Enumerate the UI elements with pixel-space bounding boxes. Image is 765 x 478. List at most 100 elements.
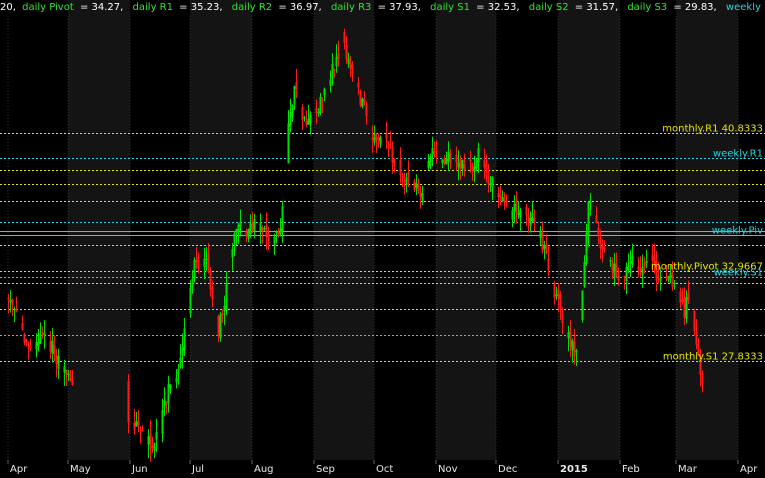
candle-body: [139, 430, 142, 432]
candle-body: [505, 201, 508, 206]
candle-body: [167, 383, 170, 403]
candle-body: [463, 164, 466, 171]
legend-daily-r1: daily R1 = 35.23,: [132, 2, 223, 13]
candle-body: [265, 225, 268, 238]
candle-body: [359, 90, 362, 106]
candle-body: [637, 266, 640, 271]
candle-body: [151, 446, 154, 448]
pivot-level-label: monthly.R1 40.8333: [662, 124, 763, 135]
candle-body: [515, 199, 518, 213]
candle-body: [419, 191, 422, 197]
x-tick-label: Apr: [740, 464, 758, 475]
candle-body: [673, 282, 676, 284]
x-tick-label: Apr: [10, 464, 28, 475]
candle-body: [27, 345, 30, 347]
month-band: [436, 0, 496, 460]
candle-body: [67, 373, 70, 375]
candle-body: [683, 297, 686, 318]
candle-body: [431, 148, 434, 156]
candle-body: [401, 174, 404, 179]
candle-body: [597, 228, 600, 237]
candle-body: [221, 312, 224, 316]
candle-body: [555, 294, 558, 296]
month-band: [314, 0, 374, 460]
candle-body: [177, 368, 180, 375]
candle-body: [595, 215, 598, 224]
candle-body: [631, 255, 634, 265]
candle-body: [433, 151, 436, 154]
candle-body: [543, 244, 546, 249]
candle-body: [525, 207, 528, 216]
candle-body: [183, 328, 186, 351]
candle-body: [589, 202, 592, 204]
candle-body: [335, 56, 338, 67]
candle-body: [407, 172, 410, 176]
x-tick-label: 2015: [560, 464, 588, 475]
x-tick-label: May: [70, 464, 91, 475]
candle-body: [295, 82, 298, 90]
candle-body: [531, 212, 534, 222]
candle-body: [233, 233, 236, 245]
candle-body: [371, 137, 374, 140]
candle-body: [273, 236, 276, 246]
x-tick-label: Jul: [191, 464, 204, 475]
candle-body: [23, 333, 26, 343]
candle-body: [653, 256, 656, 265]
pivot-level-label: weekly.Piv: [712, 226, 763, 237]
candle-body: [263, 228, 266, 230]
candle-body: [659, 277, 662, 282]
candle-body: [301, 107, 304, 121]
candle-body: [51, 340, 54, 355]
candle-body: [223, 305, 226, 312]
candle-body: [25, 339, 28, 346]
candle-body: [245, 230, 248, 237]
candle-body: [459, 159, 462, 170]
candle-body: [133, 422, 136, 431]
legend-daily-pivot: daily Pivot = 34.27,: [22, 2, 124, 13]
candle-body: [9, 300, 12, 303]
candle-body: [155, 431, 158, 440]
candle-body: [161, 410, 164, 434]
candle-body: [643, 263, 646, 269]
candle-body: [671, 274, 674, 287]
candle-body: [153, 442, 156, 451]
candle-body: [603, 247, 606, 249]
candle-body: [317, 112, 320, 114]
candle-body: [415, 182, 418, 188]
candle-body: [333, 69, 336, 71]
candle-body: [461, 159, 464, 169]
candle-body: [251, 222, 254, 230]
candle-body: [7, 297, 10, 300]
candle-body: [357, 82, 360, 88]
candle-body: [471, 163, 474, 171]
candle-body: [447, 151, 450, 162]
candle-body: [305, 120, 308, 125]
candle-body: [41, 331, 44, 335]
candle-body: [613, 263, 616, 278]
candle-body: [203, 258, 206, 268]
candle-body: [209, 271, 212, 290]
candle-body: [443, 158, 446, 164]
candle-body: [239, 221, 242, 227]
candle-body: [277, 231, 280, 236]
candle-body: [65, 369, 68, 375]
candle-body: [609, 260, 612, 262]
candle-body: [533, 217, 536, 222]
candle-body: [569, 330, 572, 347]
candle-body: [623, 276, 626, 278]
candle-body: [655, 260, 658, 281]
candle-body: [645, 260, 648, 264]
candle-body: [307, 118, 310, 125]
candle-body: [629, 260, 632, 264]
candle-body: [279, 228, 282, 234]
candle-body: [627, 265, 630, 270]
candle-body: [315, 107, 318, 114]
candle-body: [665, 276, 668, 278]
candle-body: [43, 333, 46, 335]
candle-body: [699, 358, 702, 375]
candle-body: [375, 137, 378, 140]
candle-body: [685, 296, 688, 319]
candle-body: [207, 253, 210, 273]
candle-body: [625, 267, 628, 282]
